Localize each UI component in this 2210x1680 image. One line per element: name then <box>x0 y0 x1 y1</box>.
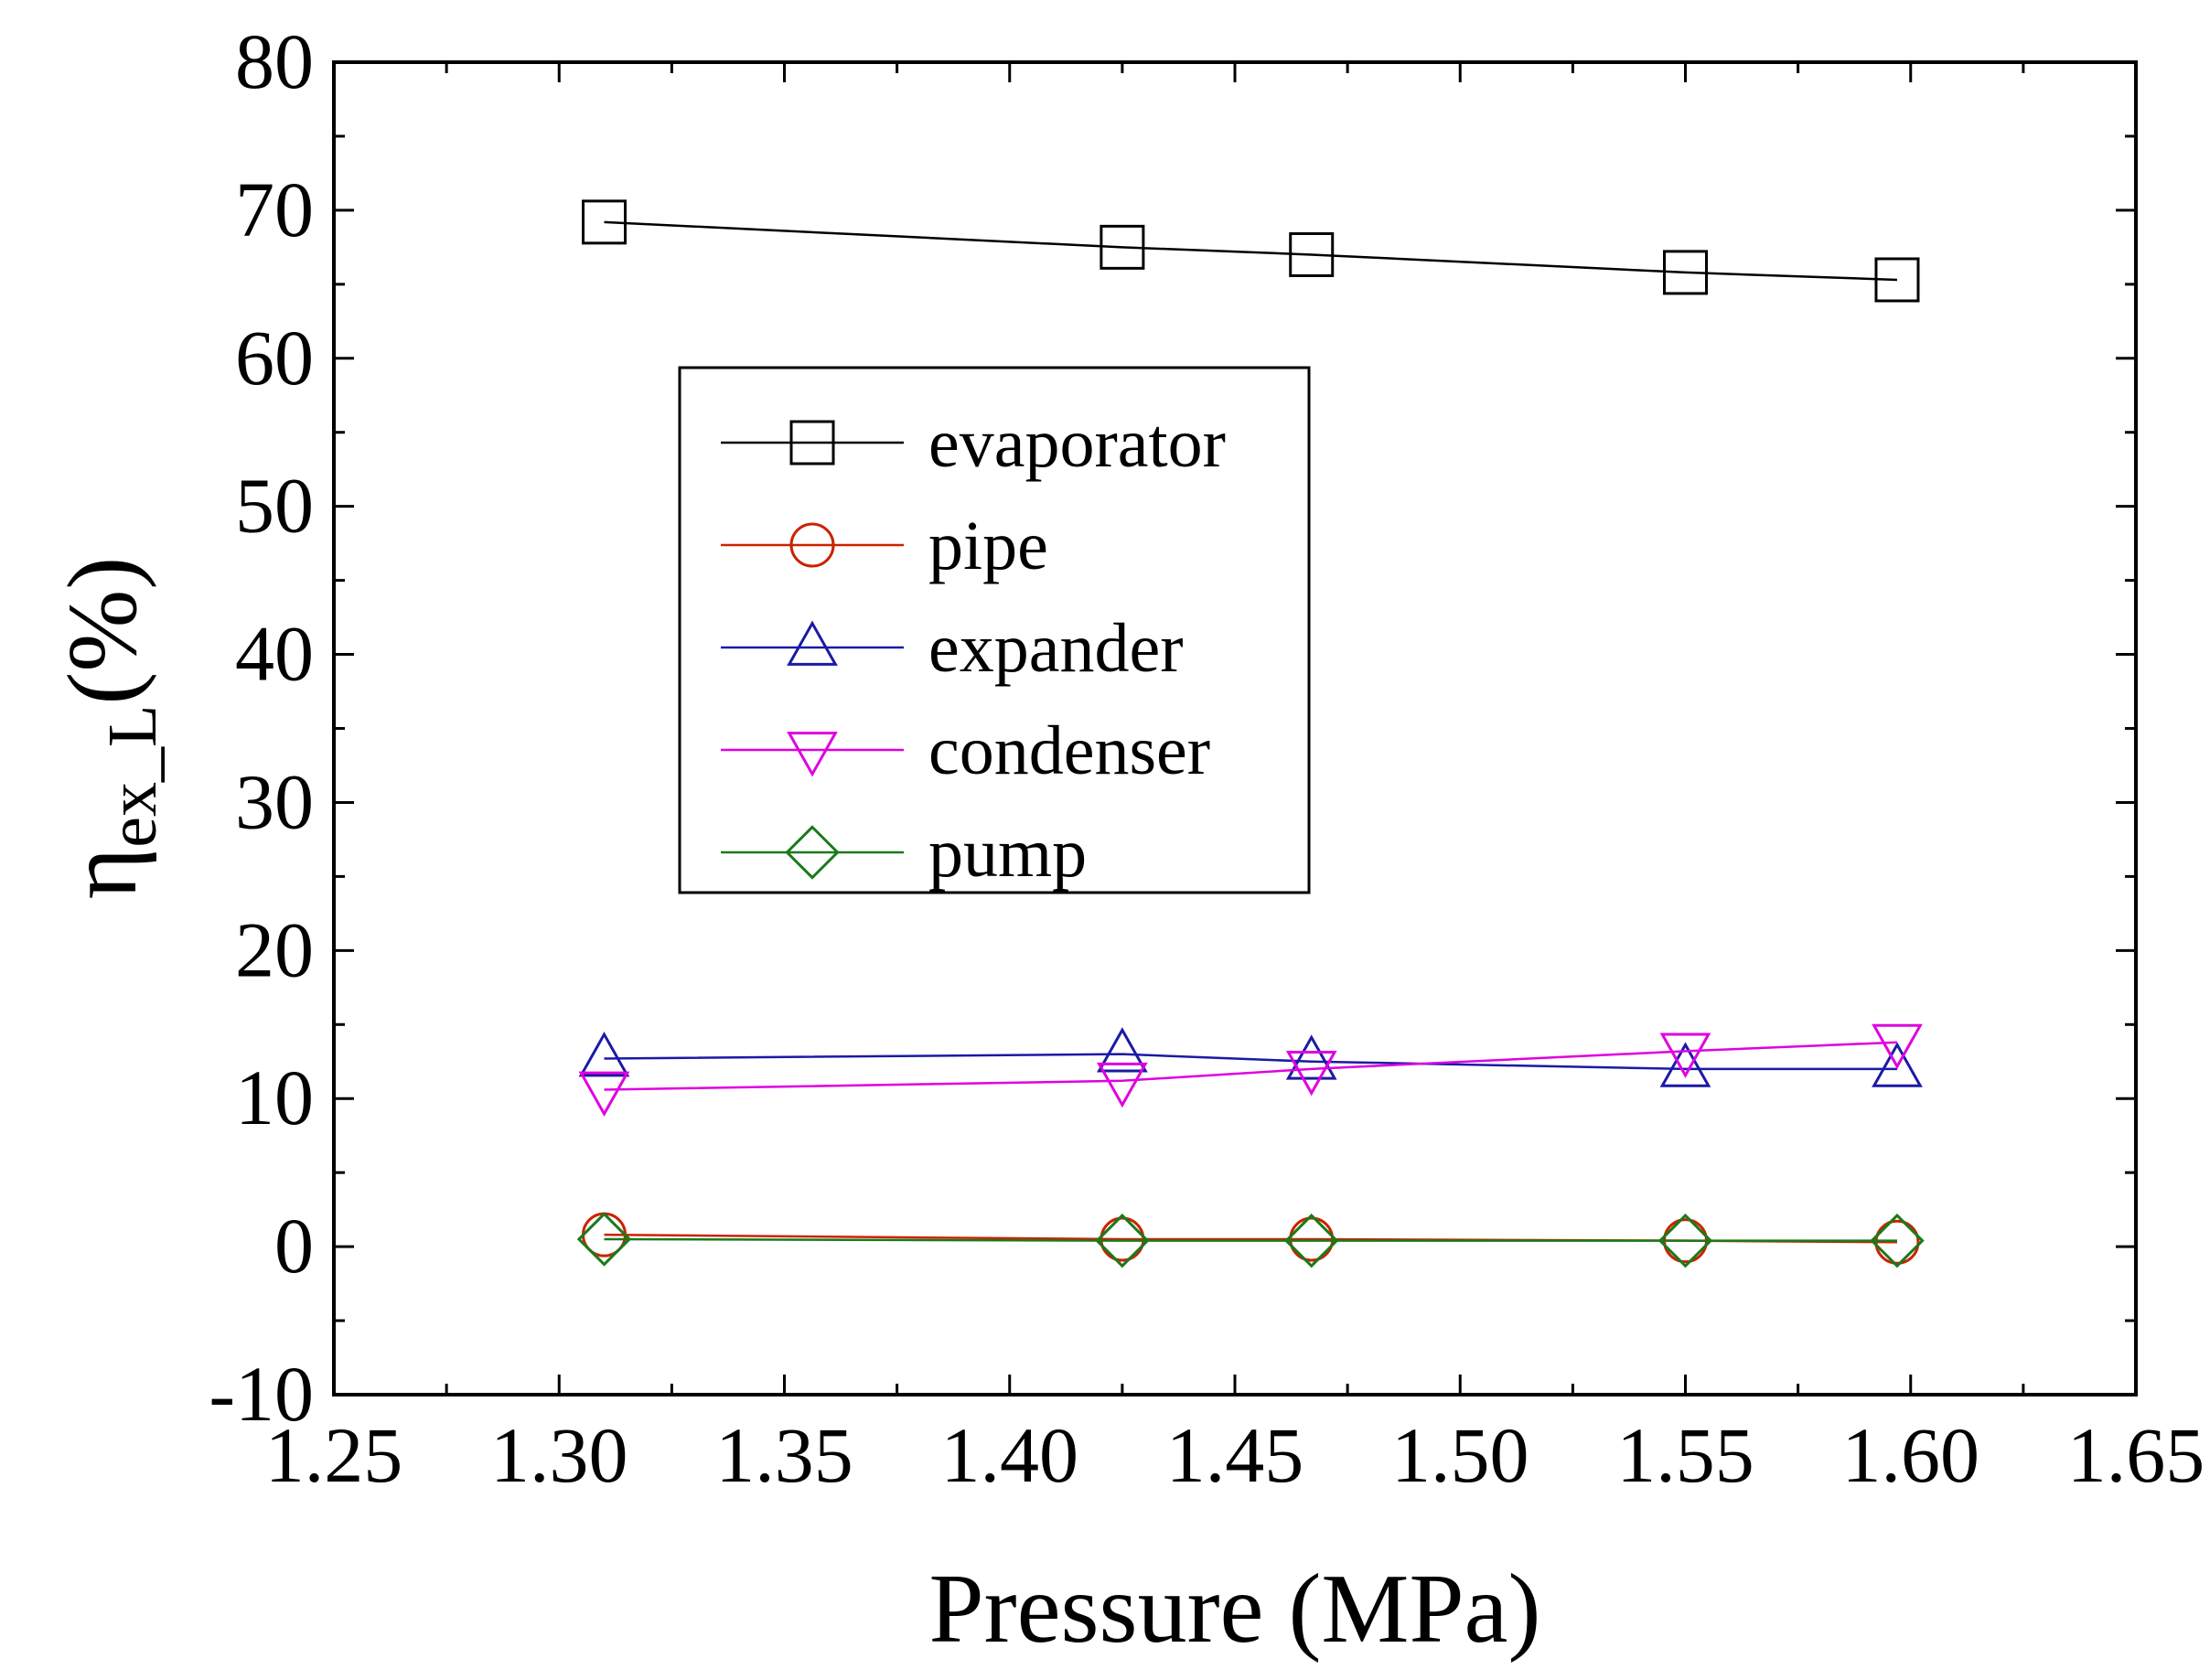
x-axis-title: Pressure (MPa) <box>929 1555 1541 1664</box>
data-point-evaporator <box>1663 250 1708 295</box>
legend-marker-expander <box>787 620 838 666</box>
data-point-condenser <box>578 1071 630 1118</box>
data-point-evaporator <box>582 199 627 245</box>
data-point-pipe <box>1100 1216 1145 1262</box>
data-point-pipe <box>1874 1219 1920 1265</box>
x-tick-label: 1.30 <box>490 1411 628 1499</box>
data-point-pump <box>1284 1213 1339 1268</box>
data-point-expander <box>1097 1027 1148 1073</box>
y-tick-label: 60 <box>235 314 314 401</box>
series-expander <box>578 1027 1923 1087</box>
legend-marker-pipe <box>789 522 835 568</box>
data-point-pump <box>576 1212 632 1267</box>
y-axis-title-group: ηex_L(%) <box>48 557 171 900</box>
data-point-evaporator <box>1289 231 1335 277</box>
y-tick-label: 50 <box>235 462 314 550</box>
legend-label-pipe: pipe <box>928 508 1048 584</box>
legend-label-expander: expander <box>928 610 1184 687</box>
y-tick-label: -10 <box>209 1350 314 1438</box>
legend-marker-pump <box>785 825 840 880</box>
y-tick-label: 30 <box>235 757 314 845</box>
y-axis-title-suffix: (%) <box>48 557 157 705</box>
legend-entry-pump: pump <box>721 815 1087 892</box>
legend-entry-pipe: pipe <box>721 508 1048 584</box>
y-tick-label: 40 <box>235 610 314 698</box>
series-pipe <box>582 1212 1920 1265</box>
labels-layer: 1.25 1.30 1.35 1.40 1.45 1.50 1.55 1.60 1.65 -10 0… <box>48 17 2205 1664</box>
series-line-expander <box>604 1053 1897 1071</box>
series-line-condenser <box>604 1041 1898 1091</box>
x-tick-label: 1.35 <box>715 1411 853 1499</box>
data-point-pump <box>1658 1213 1713 1268</box>
y-tick-label: 20 <box>235 905 314 993</box>
x-tick-label: 1.55 <box>1616 1411 1754 1499</box>
y-tick-label: 80 <box>235 17 314 105</box>
data-point-condenser <box>1097 1062 1148 1108</box>
y-tick-label: 70 <box>235 166 314 253</box>
data-point-condenser <box>1659 1033 1711 1078</box>
data-point-expander <box>1659 1042 1711 1087</box>
legend-entry-expander: expander <box>721 610 1184 687</box>
data-point-pipe <box>1289 1216 1335 1262</box>
legend-entry-condenser: condenser <box>721 712 1210 789</box>
legend-layer: evaporator pipe expander condenser pump <box>678 366 1311 894</box>
legend-label-condenser: condenser <box>928 712 1210 789</box>
y-tick-label: 0 <box>274 1202 314 1289</box>
y-tick-label: 10 <box>235 1054 314 1141</box>
legend-entry-evaporator: evaporator <box>721 405 1226 482</box>
legend-marker-condenser <box>787 732 838 777</box>
series-pump <box>576 1212 1925 1268</box>
data-point-pump <box>1095 1213 1150 1268</box>
x-tick-label: 1.25 <box>265 1411 403 1499</box>
series-evaporator <box>582 199 1920 303</box>
y-axis-title: ηex_L(%) <box>48 557 171 900</box>
data-point-expander <box>1285 1034 1337 1080</box>
series-line-pump <box>604 1237 1897 1242</box>
data-point-expander <box>1872 1042 1923 1087</box>
data-point-evaporator <box>1874 257 1920 303</box>
data-point-condenser <box>1872 1023 1923 1070</box>
data-point-expander <box>578 1032 630 1077</box>
x-tick-label: 1.40 <box>941 1411 1079 1499</box>
y-axis-title-main: η <box>48 848 157 899</box>
data-point-pump <box>1870 1213 1925 1268</box>
x-tick-label: 1.50 <box>1391 1411 1529 1499</box>
legend-marker-evaporator <box>789 420 835 465</box>
data-point-condenser <box>1285 1050 1337 1097</box>
legend-label-pump: pump <box>928 815 1087 892</box>
series-condenser <box>578 1023 1923 1118</box>
data-point-evaporator <box>1100 224 1145 270</box>
legend-box <box>678 366 1311 894</box>
x-tick-label: 1.45 <box>1166 1411 1304 1499</box>
x-tick-label: 1.65 <box>2067 1411 2205 1499</box>
series-layer <box>576 199 1925 1268</box>
legend-label-evaporator: evaporator <box>928 405 1226 482</box>
y-axis-title-subscript: ex_L <box>94 705 171 848</box>
series-line-evaporator <box>604 220 1898 282</box>
x-tick-label: 1.60 <box>1842 1411 1980 1499</box>
axes-layer <box>332 60 2138 1396</box>
